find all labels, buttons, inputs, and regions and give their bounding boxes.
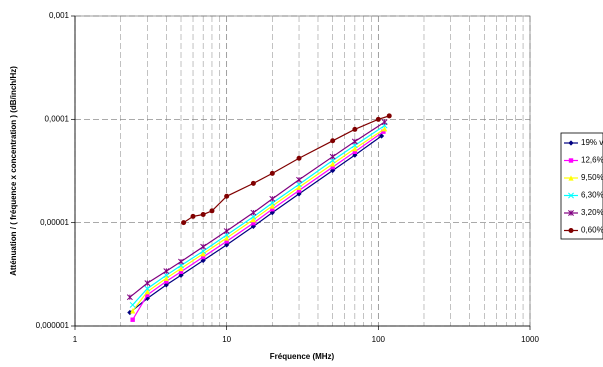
legend <box>560 132 603 240</box>
marker <box>351 138 358 145</box>
marker <box>181 220 187 226</box>
marker <box>375 116 381 122</box>
marker <box>223 228 230 234</box>
marker <box>130 308 136 314</box>
y-axis-title: Atténuation / ( fréquence x concentratio… <box>9 66 18 276</box>
marker <box>568 228 574 233</box>
marker <box>200 248 207 255</box>
marker <box>200 254 206 260</box>
series-line <box>129 121 385 298</box>
marker <box>250 217 256 223</box>
marker <box>130 317 135 322</box>
series-line <box>132 125 385 306</box>
marker <box>224 239 229 244</box>
marker <box>200 257 206 264</box>
marker <box>568 140 574 146</box>
marker <box>382 126 388 132</box>
legend-label: 12,6% <box>581 156 603 165</box>
marker <box>250 180 256 186</box>
marker <box>251 220 256 226</box>
marker <box>209 208 215 214</box>
marker <box>352 152 358 158</box>
marker <box>296 176 302 183</box>
x-tick-label: 100 <box>372 335 386 344</box>
marker <box>144 289 150 295</box>
x-tick-label: 1 <box>73 335 78 344</box>
marker <box>296 184 302 190</box>
marker <box>568 158 574 163</box>
marker <box>330 138 336 144</box>
x-tick-label: 10 <box>222 335 231 344</box>
marker <box>144 280 151 287</box>
y-tick-label: 0,000001 <box>36 321 70 330</box>
marker <box>127 309 133 316</box>
marker <box>145 292 150 298</box>
marker <box>568 175 574 181</box>
marker <box>178 265 184 272</box>
series-line <box>132 128 385 312</box>
marker <box>378 133 385 139</box>
marker <box>386 113 392 119</box>
marker <box>296 188 302 193</box>
marker <box>163 275 169 281</box>
y-tick-label: 0,00001 <box>40 218 69 227</box>
legend-label: 6,30% <box>581 191 603 200</box>
marker <box>330 161 336 167</box>
marker <box>250 209 257 216</box>
legend-label: 19% v/v <box>581 138 603 147</box>
marker <box>329 153 336 160</box>
series-line <box>132 131 384 321</box>
marker <box>296 191 302 197</box>
marker <box>224 193 230 199</box>
marker <box>269 195 276 202</box>
legend-label: 0,60% <box>581 226 603 235</box>
marker <box>352 149 358 155</box>
marker <box>270 206 275 212</box>
legend-label: 3,20% <box>581 208 603 217</box>
marker <box>190 213 196 219</box>
marker <box>163 268 170 275</box>
series-line <box>129 135 382 313</box>
marker <box>164 279 169 284</box>
marker <box>224 242 230 248</box>
marker <box>296 155 302 161</box>
marker <box>568 210 574 216</box>
marker <box>144 285 151 292</box>
marker <box>224 235 230 241</box>
marker <box>178 258 184 265</box>
marker <box>568 192 574 199</box>
marker <box>163 282 169 288</box>
marker <box>296 181 302 188</box>
marker <box>330 164 335 170</box>
marker <box>269 170 275 176</box>
marker <box>381 119 388 126</box>
marker <box>381 129 386 134</box>
marker <box>200 251 206 257</box>
marker <box>178 269 184 274</box>
marker <box>200 243 207 250</box>
marker <box>269 203 275 209</box>
y-tick-label: 0,0001 <box>45 114 70 123</box>
legend-label: 9,50% <box>581 173 603 182</box>
marker <box>352 126 358 132</box>
y-tick-label: 0,001 <box>49 11 70 20</box>
x-axis-title: Fréquence (MHz) <box>270 352 335 361</box>
x-tick-label: 1000 <box>521 335 539 344</box>
marker <box>129 301 136 308</box>
marker <box>352 146 358 152</box>
marker <box>200 211 206 217</box>
marker <box>126 294 133 301</box>
